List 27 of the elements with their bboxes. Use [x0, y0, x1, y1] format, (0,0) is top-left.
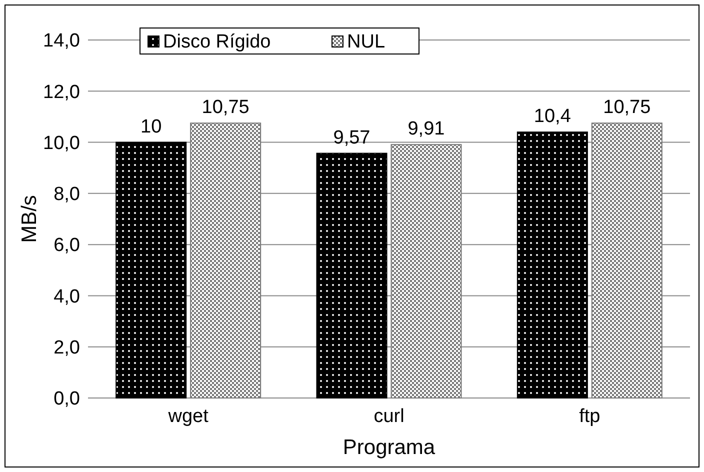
bar — [516, 132, 588, 398]
y-tick-label: 10,0 — [43, 132, 80, 154]
y-tick-label: 8,0 — [54, 184, 80, 206]
data-label: 10 — [140, 116, 162, 138]
y-tick-label: 0,0 — [54, 388, 80, 410]
data-label: 9,91 — [408, 118, 445, 140]
y-tick-label: 2,0 — [54, 338, 80, 359]
y-tick-label: 6,0 — [54, 235, 80, 256]
x-tick-label: wget — [167, 406, 210, 427]
bar — [390, 144, 462, 398]
y-axis-title: MB/s — [18, 195, 41, 243]
data-label: 9,57 — [333, 127, 370, 148]
legend-label: Disco Rígido — [163, 32, 271, 53]
bar — [316, 152, 388, 398]
data-label: 10,75 — [603, 97, 651, 118]
bar — [116, 142, 187, 398]
bar — [190, 122, 262, 398]
y-tick-label: 14,0 — [43, 30, 80, 52]
x-axis-title: Programa — [342, 436, 436, 459]
data-label: 10,4 — [534, 106, 572, 128]
bar — [591, 122, 662, 398]
x-tick-label: ftp — [579, 406, 600, 427]
data-label: 10,75 — [202, 97, 250, 118]
y-tick-label: 4,0 — [54, 286, 80, 308]
x-tick-label: curl — [374, 406, 404, 427]
y-tick-label: 12,0 — [43, 82, 80, 103]
legend-label: NUL — [347, 32, 386, 53]
